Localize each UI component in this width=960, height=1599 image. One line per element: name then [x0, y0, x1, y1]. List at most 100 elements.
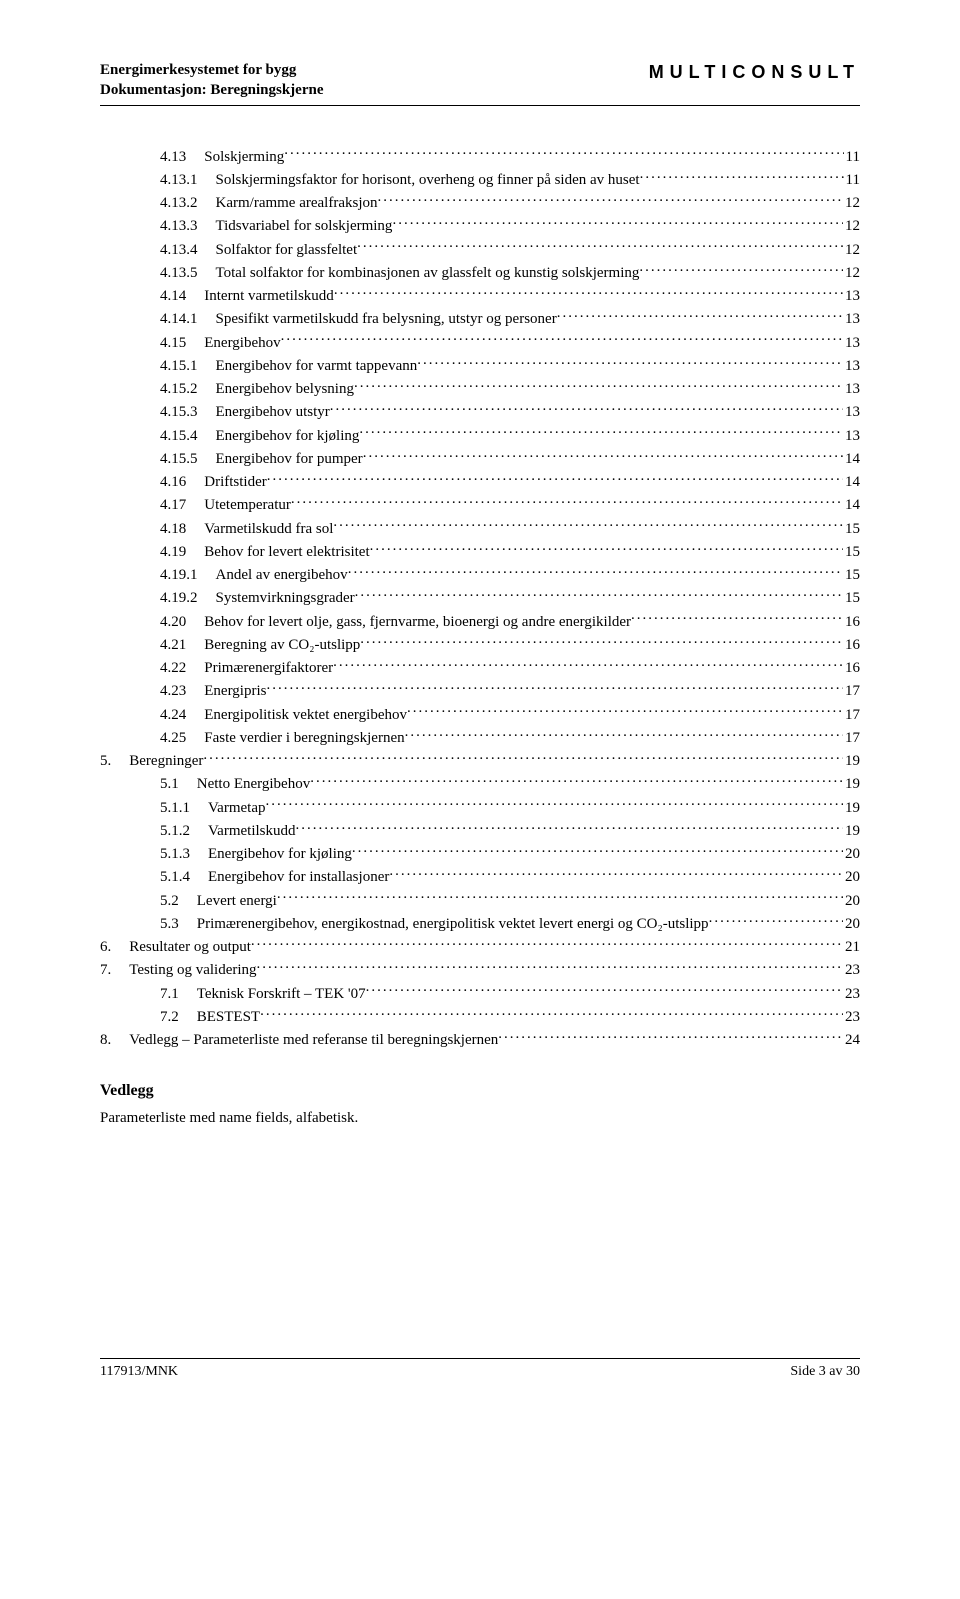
- toc-page: 23: [843, 1007, 860, 1027]
- toc-title: Utetemperatur: [204, 495, 291, 515]
- toc-leader-dots: [363, 448, 843, 463]
- toc-number: 5.2: [160, 891, 197, 911]
- toc-leader-dots: [284, 146, 843, 161]
- toc-number: 4.19.1: [160, 565, 216, 585]
- toc-leader-dots: [291, 494, 843, 509]
- toc-title: Varmetilskudd: [208, 821, 296, 841]
- toc-leader-dots: [366, 983, 843, 998]
- toc-number: 7.1: [160, 984, 197, 1004]
- toc-row: 4.17Utetemperatur14: [100, 494, 860, 515]
- toc-title: Energibehov for kjøling: [208, 844, 352, 864]
- toc-page: 17: [843, 681, 860, 701]
- toc-row: 5.1.3Energibehov for kjøling20: [100, 843, 860, 864]
- toc-leader-dots: [417, 355, 843, 370]
- toc-page: 23: [843, 984, 860, 1004]
- toc-row: 4.16Driftstider14: [100, 471, 860, 492]
- toc-number: 8.: [100, 1030, 129, 1050]
- toc-number: 4.15.4: [160, 426, 216, 446]
- toc-leader-dots: [352, 843, 843, 858]
- toc-title: Energibehov for varmt tappevann: [216, 356, 418, 376]
- toc-page: 19: [843, 798, 860, 818]
- toc-leader-dots: [334, 285, 843, 300]
- toc-number: 4.19: [160, 542, 204, 562]
- toc-number: 7.2: [160, 1007, 197, 1027]
- toc-page: 20: [843, 891, 860, 911]
- toc-leader-dots: [370, 541, 843, 556]
- toc-page: 19: [843, 774, 860, 794]
- toc-row: 7.1Teknisk Forskrift – TEK '0723: [100, 983, 860, 1004]
- toc-title: Behov for levert elektrisitet: [204, 542, 369, 562]
- doc-title-line2: Dokumentasjon: Beregningskjerne: [100, 80, 323, 100]
- toc-leader-dots: [310, 773, 843, 788]
- doc-title: Energimerkesystemet for bygg Dokumentasj…: [100, 60, 323, 101]
- toc-title: Andel av energibehov: [216, 565, 348, 585]
- appendix-heading: Vedlegg: [100, 1080, 860, 1102]
- toc-leader-dots: [498, 1029, 843, 1044]
- toc-row: 4.19.2Systemvirkningsgrader15: [100, 587, 860, 608]
- toc-number: 4.13.3: [160, 216, 216, 236]
- toc-page: 11: [844, 147, 860, 167]
- toc-page: 23: [843, 960, 860, 980]
- toc-title: Energibehov belysning: [216, 379, 354, 399]
- toc-number: 4.19.2: [160, 588, 216, 608]
- toc-page: 21: [843, 937, 860, 957]
- toc-title: Vedlegg – Parameterliste med referanse t…: [129, 1030, 498, 1050]
- toc-row: 8.Vedlegg – Parameterliste med referanse…: [100, 1029, 860, 1050]
- toc-leader-dots: [355, 587, 843, 602]
- toc-page: 13: [843, 402, 860, 422]
- toc-title: Varmetilskudd fra sol: [204, 519, 333, 539]
- toc-page: 13: [843, 426, 860, 446]
- toc-leader-dots: [639, 262, 843, 277]
- toc-number: 4.20: [160, 612, 204, 632]
- toc-row: 4.15.4Energibehov for kjøling13: [100, 425, 860, 446]
- toc-leader-dots: [557, 308, 843, 323]
- toc-page: 13: [843, 286, 860, 306]
- toc-title: Karm/ramme arealfraksjon: [216, 193, 378, 213]
- toc-number: 5.: [100, 751, 129, 771]
- toc-number: 5.1.2: [160, 821, 208, 841]
- toc-leader-dots: [360, 634, 843, 649]
- toc-number: 7.: [100, 960, 129, 980]
- page-header: Energimerkesystemet for bygg Dokumentasj…: [100, 60, 860, 106]
- toc-number: 4.13.4: [160, 240, 216, 260]
- toc-leader-dots: [407, 704, 843, 719]
- toc-leader-dots: [296, 820, 844, 835]
- toc-title: Total solfaktor for kombinasjonen av gla…: [216, 263, 640, 283]
- toc-number: 5.1.3: [160, 844, 208, 864]
- toc-leader-dots: [640, 169, 844, 184]
- toc-row: 4.19.1Andel av energibehov15: [100, 564, 860, 585]
- toc-title: Behov for levert olje, gass, fjernvarme,…: [204, 612, 631, 632]
- toc-row: 4.15.2Energibehov belysning13: [100, 378, 860, 399]
- toc-row: 4.13.2Karm/ramme arealfraksjon12: [100, 192, 860, 213]
- toc-row: 4.13.3Tidsvariabel for solskjerming12: [100, 215, 860, 236]
- toc-row: 4.13.5Total solfaktor for kombinasjonen …: [100, 262, 860, 283]
- toc-number: 4.15.1: [160, 356, 216, 376]
- toc-title: Energibehov for installasjoner: [208, 867, 389, 887]
- toc-page: 17: [843, 728, 860, 748]
- toc-title: Internt varmetilskudd: [204, 286, 334, 306]
- toc-leader-dots: [281, 332, 843, 347]
- page-footer: 117913/MNK Side 3 av 30: [100, 1358, 860, 1382]
- toc-leader-dots: [333, 657, 843, 672]
- toc-number: 4.22: [160, 658, 204, 678]
- toc-row: 4.22Primærenergifaktorer16: [100, 657, 860, 678]
- toc-row: 4.15.3Energibehov utstyr13: [100, 401, 860, 422]
- toc-leader-dots: [359, 425, 843, 440]
- footer-right: Side 3 av 30: [790, 1363, 860, 1382]
- toc-page: 16: [843, 612, 860, 632]
- toc-number: 4.13.1: [160, 170, 216, 190]
- toc-row: 5.1.1Varmetap19: [100, 797, 860, 818]
- toc-leader-dots: [392, 215, 843, 230]
- toc-row: 4.21Beregning av CO₂-utslipp16: [100, 634, 860, 655]
- toc-title: Solskjerming: [204, 147, 284, 167]
- toc-page: 14: [843, 472, 860, 492]
- toc-leader-dots: [251, 936, 843, 951]
- toc-row: 4.18Varmetilskudd fra sol15: [100, 518, 860, 539]
- toc-number: 4.13.5: [160, 263, 216, 283]
- toc-number: 4.14: [160, 286, 204, 306]
- toc-page: 15: [843, 519, 860, 539]
- toc-row: 5.1Netto Energibehov19: [100, 773, 860, 794]
- toc-title: Primærenergifaktorer: [204, 658, 333, 678]
- toc-page: 12: [843, 216, 860, 236]
- table-of-contents: 4.13Solskjerming114.13.1Solskjermingsfak…: [100, 146, 860, 1051]
